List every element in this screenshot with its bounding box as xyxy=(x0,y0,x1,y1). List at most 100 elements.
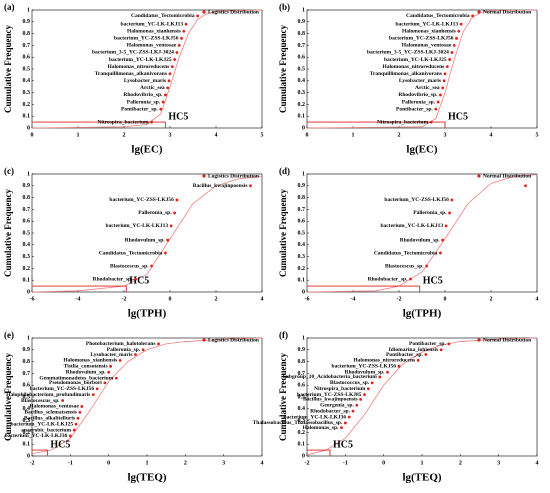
point-label: Lysobacter_maris xyxy=(90,352,132,358)
x-tick-label: 3 xyxy=(222,460,225,466)
data-point xyxy=(61,399,65,402)
data-point xyxy=(159,107,163,111)
data-point xyxy=(78,410,82,414)
x-tick-label: 2 xyxy=(490,296,493,302)
y-tick-label: 1 xyxy=(302,7,305,13)
y-tick-label: 0.6 xyxy=(298,383,306,389)
data-point xyxy=(442,79,446,83)
y-tick-label: 0.4 xyxy=(23,78,31,84)
data-point xyxy=(386,370,389,374)
y-tick-label: 0.2 xyxy=(298,102,306,108)
data-point xyxy=(168,72,172,76)
x-tick-label: -1 xyxy=(68,460,73,466)
point-label: Lysobacter_maris xyxy=(399,78,441,84)
point-label: Photobacterium_halotolerans xyxy=(86,341,156,347)
x-axis-label: lg(TPH) xyxy=(128,308,167,320)
data-point xyxy=(134,277,137,281)
point-label: Rhodovibrio_sp. xyxy=(123,92,163,98)
point-label: Bacillus_kwajinpoensis xyxy=(303,397,358,403)
point-label: Blastocescus_sp. xyxy=(385,263,424,269)
y-tick-label: 0.5 xyxy=(23,394,31,400)
legend-marker xyxy=(477,338,481,342)
y-tick-label: 0.5 xyxy=(298,230,306,236)
x-tick-label: 3 xyxy=(169,132,172,138)
hc5-line xyxy=(32,121,166,128)
x-tick-label: -2 xyxy=(30,460,35,466)
point-label: Candidatus_Tectomicrobia xyxy=(99,250,163,256)
y-tick-label: 0.7 xyxy=(23,207,31,213)
legend-label: Normal Distribution xyxy=(483,9,531,15)
legend-marker xyxy=(202,10,206,14)
y-tick-label: 1 xyxy=(27,171,30,177)
y-tick-label: 0.6 xyxy=(298,219,306,225)
data-point xyxy=(363,393,366,397)
point-label: Candidatus_Tectomicrobia xyxy=(374,250,438,256)
point-label: Pseudomonas_borbori xyxy=(49,380,102,386)
data-point xyxy=(91,393,95,397)
x-tick-label: 0 xyxy=(306,132,309,138)
data-point xyxy=(455,36,458,40)
y-tick-label: 0.9 xyxy=(298,183,306,189)
y-tick-label: 0.8 xyxy=(298,31,306,37)
data-point xyxy=(166,86,170,90)
point-label: Pontibacter_sp. xyxy=(386,352,423,358)
point-label: Nitrospira_bacterium xyxy=(314,386,366,392)
point-label: Rhodovulum_sp. xyxy=(400,237,441,243)
data-point xyxy=(347,415,351,419)
point-label: bacterium_YC-LK-LKJ13 xyxy=(381,223,444,229)
point-label: Palleronia_sp. xyxy=(138,210,172,216)
point-label: Rhodovulum_sp. xyxy=(66,369,107,375)
panel-label: (e) xyxy=(4,330,14,340)
point-label: Palleronia_sp. xyxy=(413,210,447,216)
point-label: bacterium_YC-LK-LKJ13 xyxy=(106,223,169,229)
chart-panel: (e) Cumulative Frequency lg(TEQ) -2 -1 0 1 2 3 4 0… xyxy=(3,330,263,483)
point-label: Blastococcus_sp. xyxy=(330,380,370,386)
point-label: bacterium_3-5_YC-ZSS-LKJ-3024 xyxy=(92,50,174,56)
data-point xyxy=(439,348,443,352)
y-tick-label: 0.2 xyxy=(23,430,31,436)
x-tick-label: -6 xyxy=(30,296,35,302)
fit-curve xyxy=(306,337,538,456)
hc5-line xyxy=(32,449,48,456)
y-tick-label: 0.3 xyxy=(23,90,31,96)
x-axis-label: lg(EC) xyxy=(406,144,438,156)
data-point xyxy=(95,387,99,391)
x-tick-label: 4 xyxy=(215,132,218,138)
chart-panel: (b) Cumulative Frequency lg(EC) 0 1 2 3 4 5 0 0.1 0… xyxy=(278,2,538,155)
point-label: bacterium_YC-ZSS-LKJ85 xyxy=(297,392,362,398)
y-tick-label: 0.6 xyxy=(23,383,31,389)
data-point xyxy=(448,58,451,61)
x-tick-label: 5 xyxy=(536,132,539,138)
y-tick-label: 0.7 xyxy=(23,43,31,49)
point-label: bacterium_YC-LK-LKJ36 xyxy=(5,433,68,439)
point-label: Arctic_sea xyxy=(140,85,165,91)
data-point xyxy=(351,409,355,413)
fit-curve xyxy=(31,337,263,455)
y-tick-label: 0 xyxy=(302,289,305,295)
hc5-line xyxy=(307,121,446,128)
x-tick-label: 1 xyxy=(77,132,80,138)
data-point xyxy=(249,184,252,188)
point-label: Gemmatimonadetes_bacterium xyxy=(39,375,113,381)
y-tick-label: 0.2 xyxy=(298,430,306,436)
data-point xyxy=(397,364,401,368)
x-tick-label: -1 xyxy=(343,460,348,466)
x-tick-label: 0 xyxy=(382,460,385,466)
y-axis-label: Cumulative Frequency xyxy=(3,352,13,441)
data-point xyxy=(180,36,183,40)
point-label: Subgroup_10_Acidobacteria_bacterium xyxy=(283,374,377,380)
hc5-line xyxy=(307,449,331,456)
point-label: Lysobacter_maris xyxy=(124,78,166,84)
point-label: Halomonas_nitroreducens xyxy=(382,64,444,70)
data-point xyxy=(164,93,167,97)
y-tick-label: 0.1 xyxy=(23,442,31,448)
x-tick-label: -2 xyxy=(122,296,127,302)
data-point xyxy=(141,348,145,352)
data-point xyxy=(182,29,186,33)
point-label: bacterium_YC-ZSS-LKJ56 xyxy=(109,197,174,203)
x-tick-label: 0 xyxy=(107,460,110,466)
point-label: Arctic_sea xyxy=(415,85,440,91)
legend-label: Normal Distribution xyxy=(483,173,531,179)
y-axis-label: Cumulative Frequency xyxy=(3,24,13,113)
x-tick-label: 0 xyxy=(444,296,447,302)
